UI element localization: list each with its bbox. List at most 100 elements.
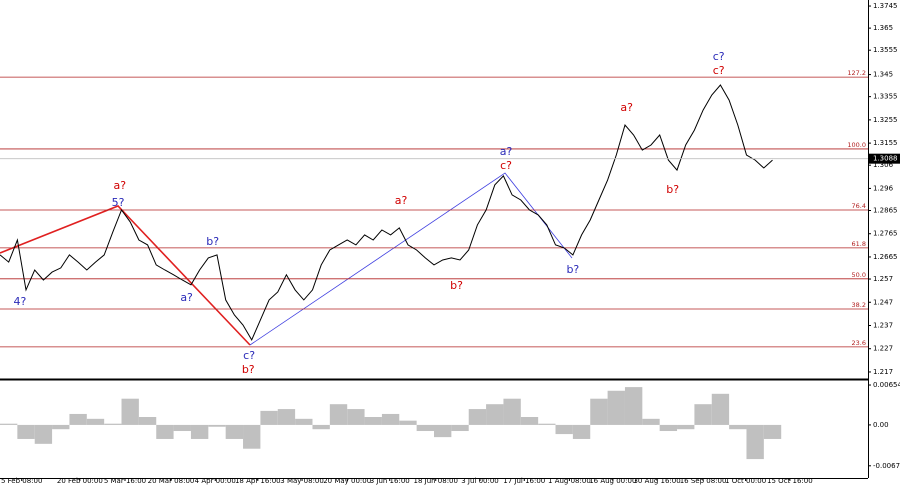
histogram-bar [520, 416, 539, 425]
histogram-bar [0, 423, 18, 425]
y-tick-label: 1.3355 [873, 93, 898, 101]
x-tick-label: 18 Apr 16:00 [235, 477, 281, 485]
histogram-bar [503, 398, 521, 425]
level-label: 38.2 [852, 301, 866, 309]
histogram-bar [312, 424, 330, 430]
current-price-box [869, 153, 900, 164]
histogram-bar [52, 424, 70, 430]
histogram-bar [694, 404, 712, 425]
histogram-bar [486, 404, 504, 425]
histogram-bar [746, 424, 764, 460]
y-tick-label: 0.00 [873, 421, 889, 429]
y-tick-label: 1.3255 [873, 116, 898, 124]
x-tick-label: 3 May 08:00 [280, 477, 324, 485]
price-line [0, 84, 773, 342]
y-tick-label: 1.217 [873, 368, 893, 376]
histogram-bar [104, 423, 122, 425]
histogram-bar [243, 424, 261, 449]
wave-label: a? [500, 145, 513, 158]
histogram-bar [208, 424, 226, 427]
x-tick-label: 1 Oct 00:00 [725, 477, 766, 485]
histogram-bar [121, 398, 139, 425]
current-price-label: 1.3088 [873, 155, 898, 163]
x-tick-label: 20 Mar 08:00 [148, 477, 195, 485]
histogram-bar [729, 424, 747, 430]
wave-line-blue [249, 172, 573, 346]
histogram-bar [434, 424, 452, 438]
histogram-bar [260, 410, 278, 425]
histogram-bar [624, 387, 643, 425]
wave-label: c? [500, 159, 512, 172]
histogram-bar [572, 424, 591, 439]
histogram-bar [173, 424, 191, 432]
histogram-bar [34, 424, 53, 444]
histogram-bar [399, 420, 417, 425]
y-tick-label: 1.2765 [873, 230, 898, 238]
y-tick-label: 1.296 [873, 184, 894, 192]
y-tick-label: 1.3555 [873, 46, 898, 54]
x-tick-label: 16 Sep 08:00 [680, 477, 727, 485]
wave-line-red [0, 205, 251, 346]
x-tick-label: 16 Aug 00:00 [589, 477, 636, 485]
wave-label: a? [620, 101, 633, 114]
histogram-bar [86, 418, 105, 425]
y-tick-label: 1.306 [873, 161, 894, 169]
histogram-bar [416, 424, 434, 432]
level-label: 127.2 [847, 69, 866, 77]
x-tick-label: 20 Feb 00:00 [57, 477, 103, 485]
y-tick-label: 1.3745 [873, 2, 898, 10]
y-tick-label: 1.227 [873, 345, 893, 353]
x-tick-label: 4 Apr 00:00 [195, 477, 236, 485]
y-tick-label: 1.345 [873, 71, 893, 79]
histogram-bar [763, 424, 782, 439]
histogram-bar [555, 424, 573, 435]
histogram-bar [590, 398, 608, 425]
y-tick-label: 1.2865 [873, 206, 898, 214]
x-tick-label: 15 Oct 16:00 [767, 477, 813, 485]
histogram-bar [711, 393, 730, 425]
x-tick-label: 17 Jul 16:00 [503, 477, 545, 485]
histogram-bar [225, 424, 244, 439]
y-tick-label: 1.237 [873, 321, 893, 329]
histogram-bar [17, 424, 35, 439]
x-tick-label: 18 Jun 08:00 [414, 477, 458, 485]
y-tick-label: 0.00654 [873, 381, 900, 389]
histogram-bar [295, 418, 313, 425]
wave-label: b? [206, 235, 219, 248]
histogram-bar [138, 416, 157, 425]
histogram-bar [381, 413, 400, 425]
x-tick-label: 5 Feb 08:00 [1, 477, 42, 485]
wave-label: a? [113, 179, 126, 192]
y-tick-label: 1.257 [873, 275, 893, 283]
wave-label: b? [450, 279, 463, 292]
histogram-bar [538, 423, 556, 425]
histogram-bar [659, 424, 678, 432]
y-tick-label: 1.365 [873, 24, 893, 32]
histogram-bar [156, 424, 174, 439]
x-tick-label: 1 Aug 08:00 [548, 477, 591, 485]
level-label: 50.0 [852, 271, 866, 279]
wave-label: c? [243, 349, 255, 362]
histogram-bar [190, 424, 209, 439]
x-tick-label: 3 Jun 16:00 [370, 477, 410, 485]
wave-label: 4? [14, 295, 27, 308]
histogram-bar [329, 404, 348, 425]
histogram-bar [607, 390, 625, 425]
histogram-bar [277, 409, 296, 425]
wave-label: b? [566, 263, 579, 276]
histogram-bar [364, 416, 382, 425]
histogram-bar [451, 424, 469, 432]
level-label: 23.6 [852, 339, 866, 347]
y-tick-label: 1.2665 [873, 253, 898, 261]
wave-label: b? [666, 183, 679, 196]
wave-label: b? [242, 363, 255, 376]
wave-label: 5? [112, 196, 125, 209]
histogram-bar [69, 413, 87, 425]
x-tick-label: 5 Mar 16:00 [104, 477, 146, 485]
histogram-bar [642, 418, 660, 425]
histogram-bar [468, 409, 487, 425]
wave-label: a? [395, 194, 408, 207]
